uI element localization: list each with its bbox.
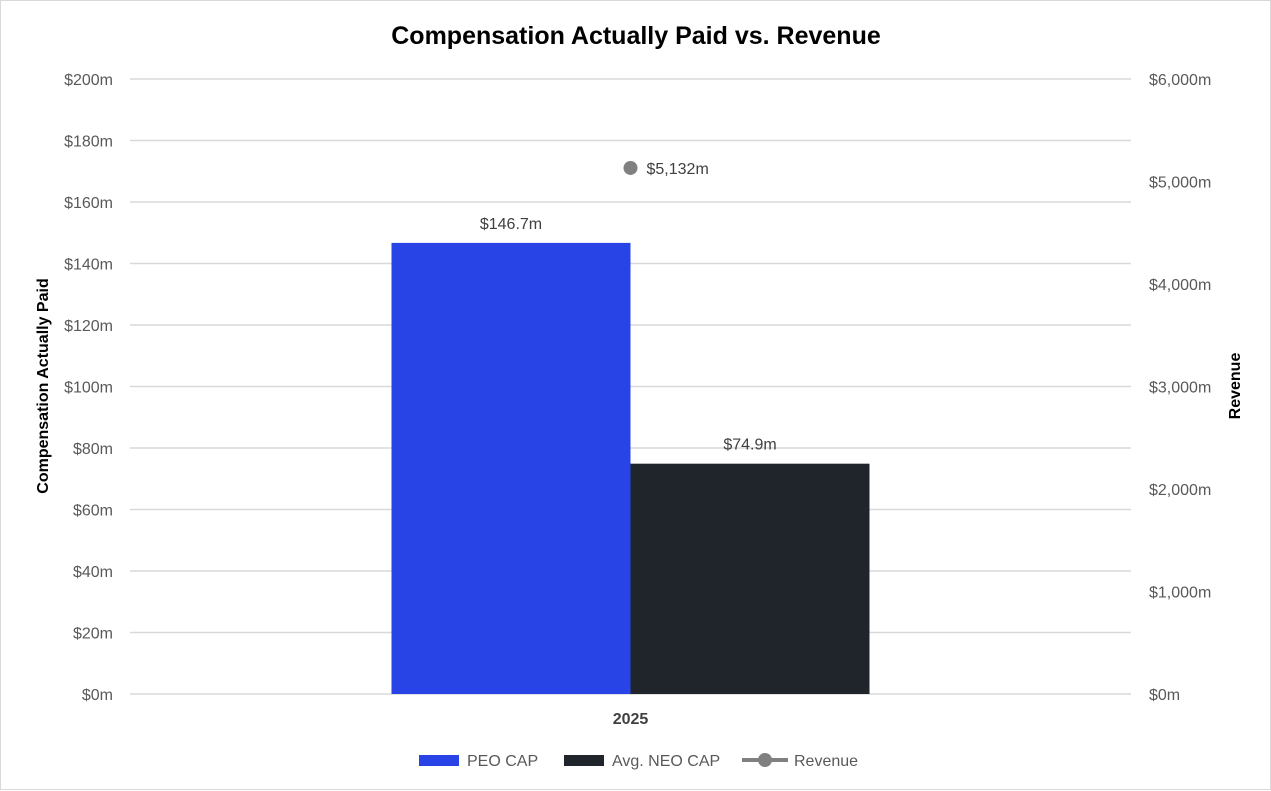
y-tick-label: $200m bbox=[64, 72, 113, 89]
data-label-avg-neo-cap: $74.9m bbox=[723, 437, 776, 454]
left-axis-ticks: $0m $20m $40m $60m $80m $100m $120m $140m $160m $… bbox=[64, 72, 113, 704]
y-tick-label: $160m bbox=[64, 195, 113, 212]
revenue-point bbox=[623, 160, 638, 175]
y-tick-label: $0m bbox=[82, 687, 113, 704]
legend-label-peo-cap: PEO CAP bbox=[467, 753, 538, 770]
y-tick-label: $40m bbox=[73, 564, 113, 581]
chart-title: Compensation Actually Paid vs. Revenue bbox=[391, 22, 881, 50]
revenue-series: $5,132m bbox=[623, 160, 709, 178]
y-tick-label: $180m bbox=[64, 134, 113, 151]
legend-swatch-peo-cap bbox=[419, 755, 459, 766]
data-label-peo-cap: $146.7m bbox=[480, 216, 542, 233]
y2-axis-title: Revenue bbox=[1227, 353, 1244, 420]
legend: PEO CAP Avg. NEO CAP Revenue bbox=[419, 753, 858, 770]
y-tick-label: $20m bbox=[73, 626, 113, 643]
y2-tick-label: $4,000m bbox=[1149, 277, 1211, 294]
y-tick-label: $80m bbox=[73, 441, 113, 458]
category-labels: 2025 bbox=[613, 711, 649, 728]
y2-tick-label: $2,000m bbox=[1149, 482, 1211, 499]
bar-peo-cap bbox=[391, 242, 631, 694]
y-axis-title: Compensation Actually Paid bbox=[35, 278, 52, 493]
y2-tick-label: $3,000m bbox=[1149, 380, 1211, 397]
y-tick-label: $140m bbox=[64, 257, 113, 274]
y2-tick-label: $0m bbox=[1149, 687, 1180, 704]
y-tick-label: $100m bbox=[64, 380, 113, 397]
y-tick-label: $120m bbox=[64, 318, 113, 335]
x-category-label: 2025 bbox=[613, 711, 649, 728]
y2-tick-label: $5,000m bbox=[1149, 175, 1211, 192]
y2-tick-label: $6,000m bbox=[1149, 72, 1211, 89]
y2-tick-label: $1,000m bbox=[1149, 585, 1211, 602]
legend-label-avg-neo-cap: Avg. NEO CAP bbox=[612, 753, 720, 770]
legend-swatch-avg-neo-cap bbox=[564, 755, 604, 766]
right-axis-ticks: $0m $1,000m $2,000m $3,000m $4,000m $5,000m $6… bbox=[1149, 72, 1211, 704]
legend-label-revenue: Revenue bbox=[794, 753, 858, 770]
data-label-revenue: $5,132m bbox=[647, 161, 709, 178]
bar-avg-neo-cap bbox=[630, 463, 870, 694]
y-tick-label: $60m bbox=[73, 503, 113, 520]
legend-marker-revenue bbox=[758, 753, 772, 767]
bars: $146.7m $74.9m bbox=[391, 216, 870, 694]
